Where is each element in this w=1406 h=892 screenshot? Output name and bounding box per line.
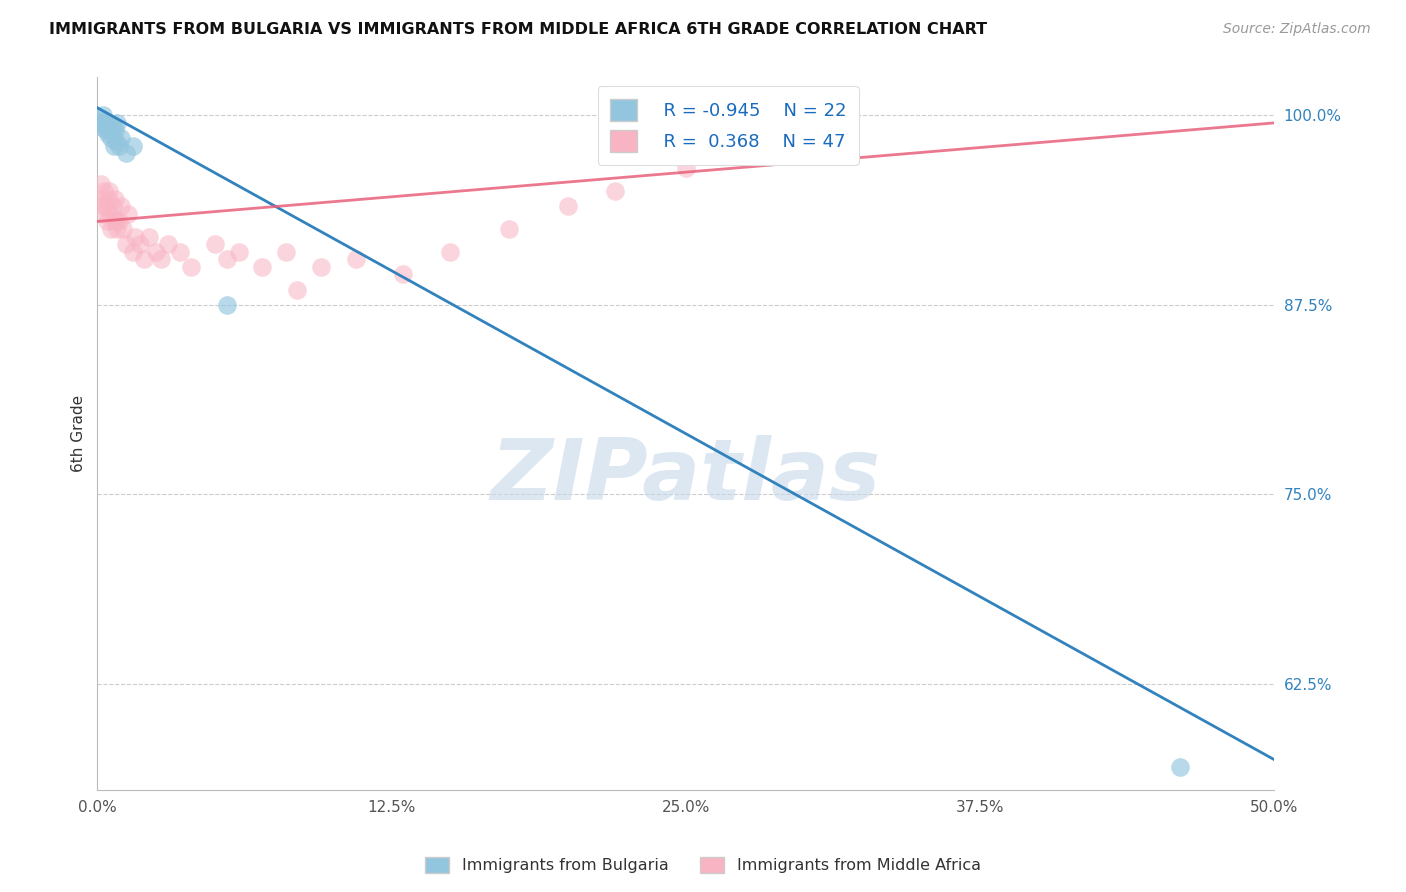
Point — [603, 184, 626, 198]
Point — [215, 252, 238, 267]
Point — [1168, 760, 1191, 774]
Text: Source: ZipAtlas.com: Source: ZipAtlas.com — [1223, 22, 1371, 37]
Point — [156, 237, 179, 252]
Point — [98, 116, 121, 130]
Point — [169, 244, 191, 259]
Point — [89, 192, 111, 206]
Point — [112, 222, 135, 236]
Point — [128, 237, 150, 252]
Point — [124, 229, 146, 244]
Point — [675, 161, 697, 176]
Point — [104, 123, 127, 137]
Legend:   R = -0.945    N = 22,   R =  0.368    N = 47: R = -0.945 N = 22, R = 0.368 N = 47 — [598, 87, 859, 165]
Point — [105, 116, 128, 130]
Point — [89, 112, 111, 126]
Point — [557, 199, 579, 213]
Point — [97, 127, 120, 141]
Point — [103, 138, 125, 153]
Point — [105, 134, 128, 148]
Point — [91, 108, 114, 122]
Point — [134, 252, 156, 267]
Point — [93, 184, 115, 198]
Point — [91, 120, 114, 135]
Legend: Immigrants from Bulgaria, Immigrants from Middle Africa: Immigrants from Bulgaria, Immigrants fro… — [419, 850, 987, 880]
Point — [93, 114, 115, 128]
Point — [101, 120, 124, 135]
Point — [792, 131, 814, 145]
Point — [145, 244, 167, 259]
Point — [103, 214, 125, 228]
Point — [98, 207, 121, 221]
Text: ZIPatlas: ZIPatlas — [491, 435, 880, 518]
Point — [105, 214, 128, 228]
Point — [98, 184, 121, 198]
Point — [100, 222, 122, 236]
Point — [104, 192, 127, 206]
Point — [94, 199, 117, 213]
Point — [121, 244, 143, 259]
Point — [96, 119, 118, 133]
Point — [121, 138, 143, 153]
Point — [114, 237, 136, 252]
Point — [180, 260, 202, 274]
Point — [94, 123, 117, 137]
Point — [344, 252, 367, 267]
Point — [274, 244, 297, 259]
Point — [498, 222, 520, 236]
Point — [107, 214, 129, 228]
Point — [204, 237, 226, 252]
Point — [91, 207, 114, 221]
Point — [138, 229, 160, 244]
Point — [215, 298, 238, 312]
Point — [90, 177, 112, 191]
Point — [90, 116, 112, 130]
Point — [149, 252, 172, 267]
Point — [97, 192, 120, 206]
Point — [250, 260, 273, 274]
Point — [101, 199, 124, 213]
Point — [114, 146, 136, 161]
Point — [117, 207, 139, 221]
Y-axis label: 6th Grade: 6th Grade — [72, 395, 86, 472]
Point — [309, 260, 332, 274]
Point — [105, 222, 128, 236]
Point — [91, 199, 114, 213]
Point — [100, 131, 122, 145]
Point — [110, 199, 132, 213]
Point — [439, 244, 461, 259]
Point — [392, 268, 415, 282]
Point — [107, 138, 129, 153]
Point — [110, 131, 132, 145]
Point — [228, 244, 250, 259]
Point — [98, 123, 121, 137]
Point — [287, 283, 309, 297]
Text: IMMIGRANTS FROM BULGARIA VS IMMIGRANTS FROM MIDDLE AFRICA 6TH GRADE CORRELATION : IMMIGRANTS FROM BULGARIA VS IMMIGRANTS F… — [49, 22, 987, 37]
Point — [96, 214, 118, 228]
Point — [721, 146, 744, 161]
